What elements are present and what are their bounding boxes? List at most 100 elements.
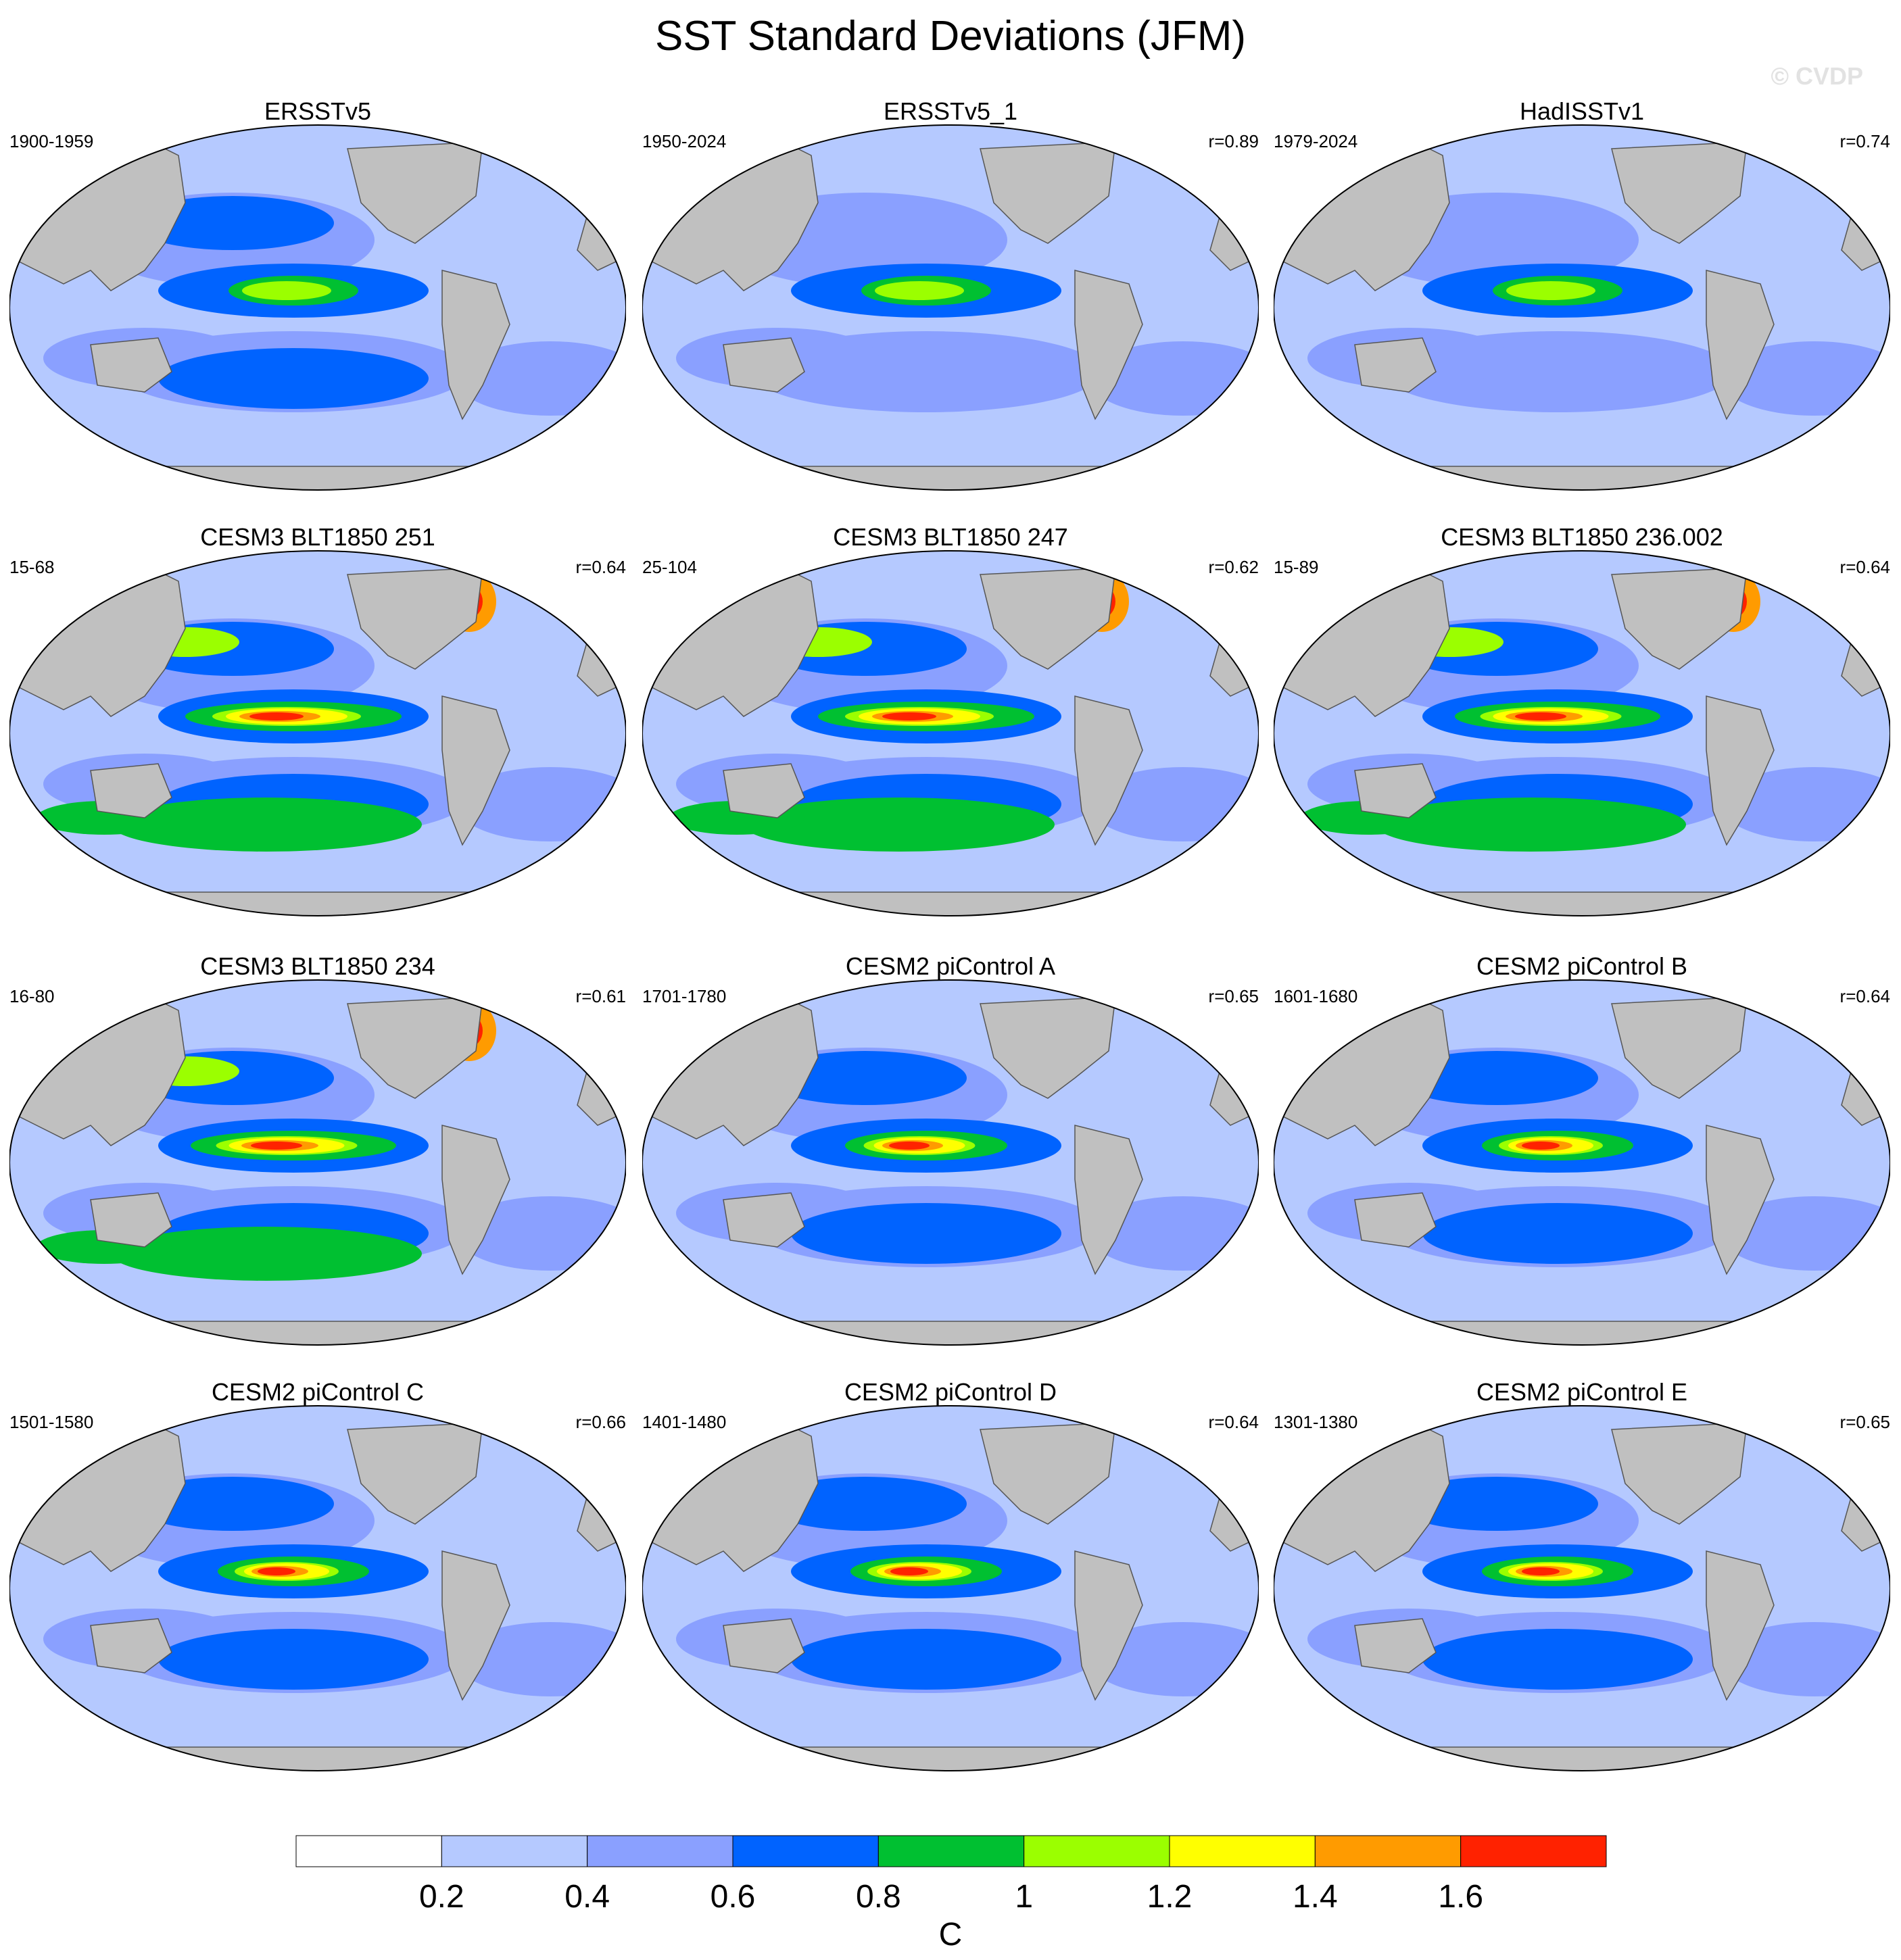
colorbar-segment	[587, 1835, 733, 1867]
globe-outline	[1274, 1405, 1890, 1771]
panel-period: 15-68	[9, 557, 55, 577]
map-plot	[642, 550, 1259, 916]
colorbar-tick-label: 0.2	[419, 1879, 464, 1915]
panel-title: CESM2 piControl E	[1476, 1378, 1688, 1406]
panel-period: 1900-1959	[9, 131, 94, 151]
map-panel: CESM2 piControl B 1601-1680 r=0.64	[1274, 952, 1890, 1348]
south-america-landmass	[1074, 1550, 1143, 1701]
panel-correlation: r=0.64	[1208, 1412, 1259, 1432]
south-america-landmass	[1706, 695, 1775, 846]
map-plot	[642, 1405, 1259, 1771]
southern-ocean-band	[791, 1629, 1061, 1690]
globe-outline	[642, 550, 1259, 916]
enso-red	[882, 712, 936, 720]
enso-red	[249, 712, 304, 720]
panel-period: 1950-2024	[642, 131, 727, 151]
enso-red	[1522, 1567, 1560, 1575]
australia-landmass	[723, 763, 805, 818]
globe-outline	[9, 979, 626, 1346]
panel-period: 1501-1580	[9, 1412, 94, 1432]
australia-landmass	[723, 337, 805, 393]
enso-red	[889, 1142, 930, 1150]
enso-lime	[875, 281, 964, 300]
panel-period: 1979-2024	[1274, 131, 1358, 151]
enso-red	[251, 1142, 302, 1150]
panel-title: CESM3 BLT1850 236.002	[1441, 523, 1723, 551]
enso-lime	[1506, 281, 1595, 300]
panel-title: CESM2 piControl C	[211, 1378, 425, 1406]
panel-period: 1701-1780	[642, 986, 727, 1006]
map-plot	[9, 124, 626, 491]
panel-correlation: r=0.74	[1839, 131, 1890, 151]
australia-landmass	[1354, 1192, 1437, 1248]
map-plot	[642, 124, 1259, 491]
south-america-landmass	[441, 1550, 510, 1701]
panel-title: ERSSTv5_1	[883, 97, 1018, 125]
south-america-landmass	[1706, 1550, 1775, 1701]
panel-title: HadISSTv1	[1519, 97, 1645, 125]
colorbar-segment	[1460, 1835, 1607, 1867]
map-panel: CESM3 BLT1850 234 16-80 r=0.61	[9, 952, 626, 1348]
panel-correlation: r=0.61	[575, 986, 626, 1006]
australia-landmass	[90, 1618, 172, 1673]
australia-landmass	[723, 1192, 805, 1248]
colorbar-tick-label: 0.6	[711, 1879, 756, 1915]
southern-ocean-band	[1422, 1629, 1693, 1690]
panel-title: CESM3 BLT1850 247	[833, 523, 1068, 551]
map-plot	[1274, 979, 1890, 1346]
enso-red	[258, 1567, 295, 1575]
south-america-landmass	[441, 695, 510, 846]
panel-title: ERSSTv5	[264, 97, 372, 125]
enso-red	[1522, 1142, 1560, 1150]
southern-ocean-band	[158, 348, 429, 409]
southern-ocean-band	[791, 1203, 1061, 1264]
map-panel: ERSSTv5 1900-1959	[9, 97, 626, 493]
globe-outline	[1274, 550, 1890, 916]
panel-correlation: r=0.62	[1208, 557, 1259, 577]
colorbar-segment	[732, 1835, 879, 1867]
globe-outline	[642, 1405, 1259, 1771]
australia-landmass	[1354, 1618, 1437, 1673]
map-plot	[642, 979, 1259, 1346]
map-panel: CESM3 BLT1850 247 25-104 r=0.62	[642, 523, 1259, 919]
australia-landmass	[90, 1192, 172, 1248]
south-america-landmass	[441, 1125, 510, 1275]
map-panel: CESM2 piControl A 1701-1780 r=0.65	[642, 952, 1259, 1348]
map-panel: CESM3 BLT1850 236.002 15-89 r=0.64	[1274, 523, 1890, 919]
panel-period: 1401-1480	[642, 1412, 727, 1432]
map-plot	[9, 979, 626, 1346]
panel-period: 16-80	[9, 986, 55, 1006]
panel-title: CESM3 BLT1850 251	[200, 523, 435, 551]
panel-title: CESM2 piControl B	[1476, 952, 1688, 980]
southern-green-band	[744, 798, 1055, 852]
panel-correlation: r=0.66	[575, 1412, 626, 1432]
southern-green-band	[111, 1227, 422, 1281]
panel-period: 1301-1380	[1274, 1412, 1358, 1432]
map-panel: ERSSTv5_1 1950-2024 r=0.89	[642, 97, 1259, 493]
panel-title: CESM2 piControl A	[845, 952, 1056, 980]
colorbar-segment	[877, 1835, 1025, 1867]
globe-outline	[1274, 124, 1890, 491]
australia-landmass	[90, 763, 172, 818]
panel-title: CESM2 piControl D	[844, 1378, 1057, 1406]
australia-landmass	[1354, 763, 1437, 818]
globe-outline	[1274, 979, 1890, 1346]
globe-outline	[9, 550, 626, 916]
colorbar-segment	[295, 1835, 442, 1867]
map-panel: CESM2 piControl E 1301-1380 r=0.65	[1274, 1378, 1890, 1774]
map-plot	[1274, 124, 1890, 491]
map-panel: CESM2 piControl C 1501-1580 r=0.66	[9, 1378, 626, 1774]
colorbar-segment	[1024, 1835, 1170, 1867]
enso-red	[1515, 712, 1566, 720]
map-plot	[9, 550, 626, 916]
colorbar-tick-label: 0.4	[564, 1879, 610, 1915]
australia-landmass	[90, 337, 172, 393]
colorbar-tick-label: 1.6	[1438, 1879, 1483, 1915]
australia-landmass	[1354, 337, 1437, 393]
southern-green-band	[1375, 798, 1686, 852]
figure-title: SST Standard Deviations (JFM)	[654, 13, 1247, 59]
colorbar-tick-label: 1.4	[1293, 1879, 1338, 1915]
enso-red	[890, 1567, 928, 1575]
colorbar-segment	[1169, 1835, 1316, 1867]
panel-period: 15-89	[1274, 557, 1319, 577]
